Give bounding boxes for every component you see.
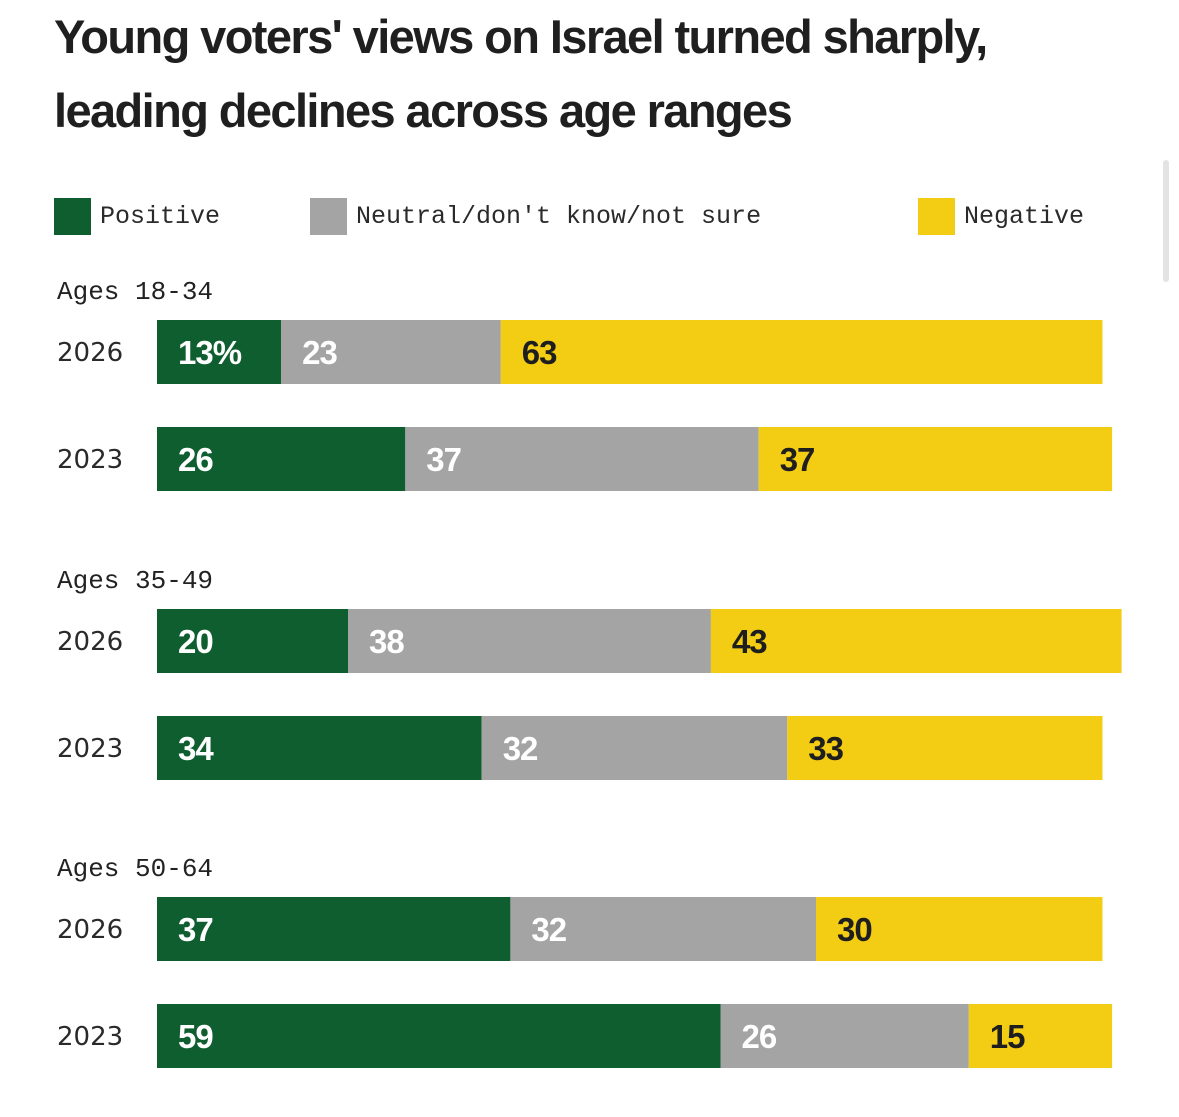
group-1-2026-bar-positive bbox=[157, 320, 282, 384]
group-1-label: Ages 18-34 bbox=[57, 277, 213, 307]
legend: Positive Neutral/don't know/not sure Neg… bbox=[0, 197, 1179, 235]
legend-item-neutral: Neutral/don't know/not sure bbox=[310, 197, 761, 235]
group-1-2026-year-label: 2026 bbox=[57, 338, 123, 368]
group-3-2026-value-positive: 37 bbox=[178, 911, 213, 948]
legend-item-negative: Negative bbox=[918, 197, 1084, 235]
group-3-2023-value-positive: 59 bbox=[178, 1018, 213, 1055]
group-3-2023-year-label: 2023 bbox=[57, 1022, 123, 1052]
group-1-2026-bar-neutral bbox=[281, 320, 501, 384]
group-1-2023-bar-neutral bbox=[405, 427, 759, 491]
group-1-2023-year-label: 2023 bbox=[57, 445, 123, 475]
group-3-2023-bar-positive bbox=[157, 1004, 721, 1068]
group-3-2026-bar-neutral bbox=[510, 897, 816, 961]
group-1-2023-value-neutral: 37 bbox=[426, 441, 461, 478]
legend-swatch-positive bbox=[54, 197, 91, 235]
group-3-2023-value-negative: 15 bbox=[990, 1018, 1025, 1055]
group-3-2026-value-negative: 30 bbox=[837, 911, 872, 948]
group-2-2023-year-label: 2023 bbox=[57, 734, 123, 764]
group-2-2026-value-positive: 20 bbox=[178, 623, 213, 660]
group-1-2026-value-negative: 63 bbox=[522, 334, 557, 371]
legend-label-positive: Positive bbox=[100, 201, 221, 231]
scrollbar[interactable] bbox=[1163, 160, 1169, 282]
legend-label-neutral: Neutral/don't know/not sure bbox=[356, 201, 762, 231]
group-3-2026-bar-negative bbox=[816, 897, 1103, 961]
legend-swatch-negative bbox=[918, 197, 955, 235]
group-2-2026-bar-positive bbox=[157, 609, 348, 673]
legend-label-negative: Negative bbox=[964, 201, 1085, 231]
group-3-2026-year-label: 2026 bbox=[57, 915, 123, 945]
group-2-2023-bar-positive bbox=[157, 716, 482, 780]
group-2-2023-value-negative: 33 bbox=[808, 730, 843, 767]
group-3-2023-bar-neutral bbox=[720, 1004, 969, 1068]
group-1-2023-bar-positive bbox=[157, 427, 406, 491]
group-2-label: Ages 35-49 bbox=[57, 566, 213, 596]
group-2-2026-value-neutral: 38 bbox=[369, 623, 404, 660]
group-2-2026-value-negative: 43 bbox=[732, 623, 767, 660]
group-1-2026-value-positive: 13% bbox=[178, 334, 242, 371]
group-1-2023-value-positive: 26 bbox=[178, 441, 213, 478]
group-3-label: Ages 50-64 bbox=[57, 854, 213, 884]
legend-item-positive: Positive bbox=[54, 197, 220, 235]
group-2-2023-value-neutral: 32 bbox=[503, 730, 538, 767]
group-3-2026-value-neutral: 32 bbox=[531, 911, 566, 948]
group-2-2023-bar-negative bbox=[787, 716, 1103, 780]
group-3-2023-value-neutral: 26 bbox=[742, 1018, 777, 1055]
group-1-2026-value-neutral: 23 bbox=[302, 334, 337, 371]
group-3-2026-bar-positive bbox=[157, 897, 511, 961]
group-2-2023-value-positive: 34 bbox=[178, 730, 214, 767]
group-2-2026-bar-negative bbox=[710, 609, 1122, 673]
group-2-2026-year-label: 2026 bbox=[57, 627, 123, 657]
group-2-2026-bar-neutral bbox=[348, 609, 711, 673]
legend-swatch-neutral bbox=[310, 197, 347, 235]
group-1-2023-value-negative: 37 bbox=[780, 441, 815, 478]
group-1-2026-bar-negative bbox=[500, 320, 1103, 384]
group-3-2023-bar-negative bbox=[968, 1004, 1113, 1068]
chart-title: Young voters' views on Israel turned sha… bbox=[54, 10, 988, 137]
group-2-2023-bar-neutral bbox=[481, 716, 788, 780]
group-1-2023-bar-negative bbox=[758, 427, 1113, 491]
